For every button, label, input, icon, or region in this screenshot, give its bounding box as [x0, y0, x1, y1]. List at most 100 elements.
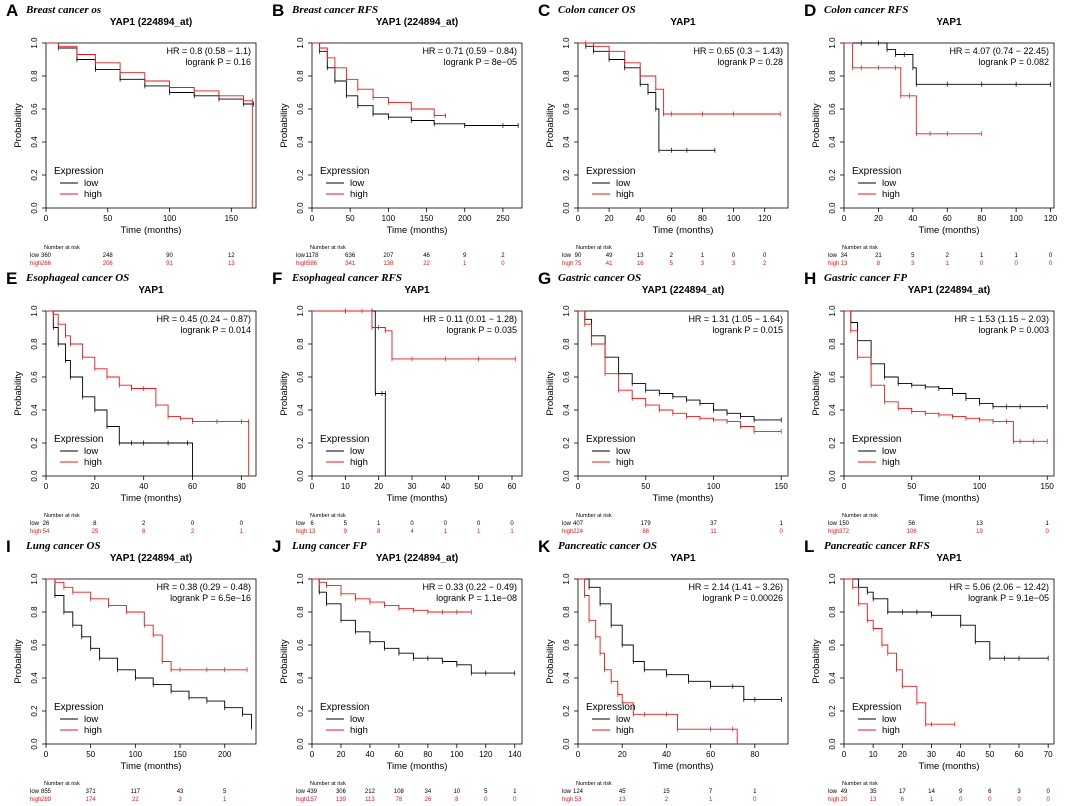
- survival-curve-high: [578, 310, 782, 432]
- risk-row-label-low: low: [828, 789, 838, 795]
- x-tick-label: 60: [394, 750, 403, 759]
- risk-count-high: 75: [575, 261, 582, 267]
- km-panel-i: I Lung cancer OS YAP1 (224894_at) HR = 0.38…: [0, 536, 266, 804]
- risk-count-high: 5: [670, 261, 674, 267]
- survival-curve-low: [578, 578, 782, 700]
- y-tick-label: 0.8: [296, 70, 305, 82]
- y-tick-label: 0.8: [562, 70, 571, 82]
- x-axis-label: Time (months): [653, 225, 714, 236]
- risk-count-high: 8: [877, 261, 881, 267]
- panel-letter: B: [272, 1, 285, 20]
- x-tick-label: 80: [237, 482, 246, 491]
- y-tick-label: 1.0: [30, 37, 39, 49]
- risk-count-high: 0: [1017, 797, 1021, 803]
- chart-title: YAP1: [936, 553, 962, 564]
- legend-label-low: low: [350, 446, 364, 457]
- risk-count-high: 78: [396, 797, 403, 803]
- legend-label-low: low: [882, 446, 896, 457]
- risk-row-label-high: high: [30, 529, 41, 535]
- x-axis-label: Time (months): [653, 493, 714, 504]
- risk-count-high: 0: [1046, 529, 1050, 535]
- risk-count-low: 1: [513, 789, 517, 795]
- x-axis-label: Time (months): [121, 225, 182, 236]
- logrank-label: logrank P = 0.035: [446, 325, 517, 335]
- legend-label-low: low: [350, 178, 364, 189]
- risk-count-low: 21: [875, 253, 882, 259]
- y-tick-label: 0.4: [562, 136, 571, 148]
- y-tick-label: 0.4: [30, 404, 39, 416]
- risk-count-low: 34: [841, 253, 848, 259]
- legend-title: Expression: [852, 702, 901, 713]
- risk-count-low: 124: [573, 789, 584, 795]
- legend-title: Expression: [54, 702, 103, 713]
- y-tick-label: 0.6: [30, 639, 39, 651]
- risk-count-low: 43: [177, 789, 184, 795]
- risk-count-low: 5: [911, 253, 915, 259]
- x-tick-label: 20: [605, 214, 614, 223]
- risk-count-high: 206: [103, 261, 114, 267]
- hr-label: HR = 0.45 (0.24 − 0.87): [156, 314, 251, 324]
- y-tick-label: 1.0: [828, 573, 837, 585]
- y-tick-label: 0.6: [296, 103, 305, 115]
- km-panel-f: F Esophageal cancer RFS YAP1 HR = 0.11 (0.0…: [266, 268, 532, 536]
- logrank-label: logrank P = 0.16: [185, 57, 251, 67]
- risk-count-high: 1: [223, 797, 227, 803]
- risk-count-low: 56: [908, 521, 915, 527]
- y-tick-label: 0.8: [828, 606, 837, 618]
- risk-count-high: 1: [477, 529, 481, 535]
- logrank-label: logrank P = 0.00026: [702, 593, 783, 603]
- risk-count-low: 26: [43, 521, 50, 527]
- risk-count-low: 17: [899, 789, 906, 795]
- y-tick-label: 0.2: [562, 437, 571, 449]
- y-axis-label: Probability: [545, 371, 556, 416]
- y-tick-label: 0.2: [296, 705, 305, 717]
- legend-label-high: high: [616, 725, 634, 736]
- risk-title: Number at risk: [44, 781, 80, 787]
- panel-title: Colon cancer OS: [558, 4, 636, 16]
- y-axis-label: Probability: [279, 639, 290, 684]
- y-tick-label: 0.4: [828, 672, 837, 684]
- legend-label-low: low: [350, 714, 364, 725]
- y-tick-label: 0.2: [30, 705, 39, 717]
- plot-frame: [843, 310, 1055, 477]
- risk-count-high: 1: [946, 261, 950, 267]
- y-tick-label: 1.0: [562, 573, 571, 585]
- risk-count-low: 10: [453, 789, 460, 795]
- y-axis-label: Probability: [13, 371, 24, 416]
- y-tick-label: 0.8: [30, 606, 39, 618]
- risk-count-low: 407: [573, 521, 584, 527]
- risk-row-label-high: high: [562, 529, 573, 535]
- x-tick-label: 100: [1009, 214, 1023, 223]
- y-tick-label: 0.4: [296, 672, 305, 684]
- risk-count-low: 90: [575, 253, 582, 259]
- logrank-label: logrank P = 0.082: [978, 57, 1049, 67]
- y-tick-label: 0.2: [30, 169, 39, 181]
- risk-count-high: 138: [383, 261, 394, 267]
- risk-count-low: 2: [142, 521, 146, 527]
- y-tick-label: 0.0: [296, 202, 305, 214]
- logrank-label: logrank P = 0.003: [978, 325, 1049, 335]
- plot-frame: [311, 310, 523, 477]
- legend-label-high: high: [84, 189, 102, 200]
- logrank-label: logrank P = 0.28: [717, 57, 783, 67]
- x-tick-label: 80: [698, 214, 707, 223]
- y-tick-label: 0.4: [562, 404, 571, 416]
- y-tick-label: 0.0: [828, 470, 837, 482]
- risk-count-low: 1: [1046, 521, 1050, 527]
- x-tick-label: 100: [163, 214, 177, 223]
- km-plot: YAP1 HR = 0.65 (0.3 − 1.43)logrank P = 0.…: [545, 17, 789, 267]
- risk-count-high: 86: [642, 529, 649, 535]
- risk-count-low: 6: [310, 521, 314, 527]
- x-tick-label: 50: [474, 482, 483, 491]
- y-tick-label: 0.0: [562, 202, 571, 214]
- x-tick-label: 0: [44, 214, 49, 223]
- risk-title: Number at risk: [576, 781, 612, 787]
- logrank-label: logrank P = 9.1e−05: [968, 593, 1049, 603]
- x-axis-label: Time (months): [919, 761, 980, 772]
- risk-count-high: 1: [709, 797, 713, 803]
- hr-label: HR = 0.8 (0.58 − 1.1): [166, 46, 251, 56]
- risk-count-high: 224: [573, 529, 584, 535]
- risk-count-low: 306: [336, 789, 347, 795]
- risk-count-high: 16: [637, 261, 644, 267]
- risk-count-high: 1: [240, 529, 244, 535]
